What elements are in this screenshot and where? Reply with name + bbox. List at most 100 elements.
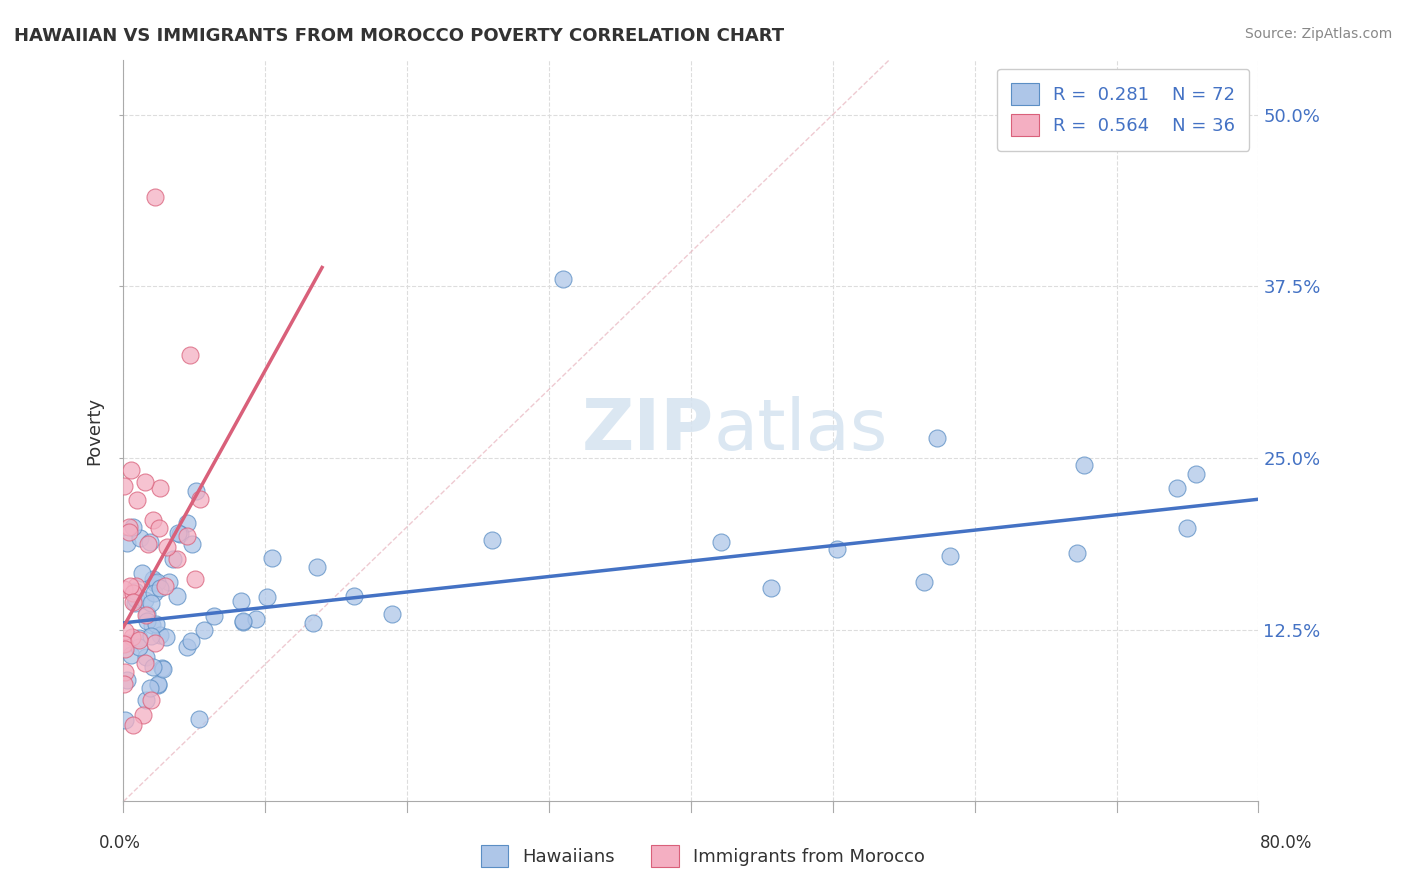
Point (553, 272, 575, 286)
Point (120, 463, 142, 477)
Point (825, 542, 848, 557)
Point (131, 566, 153, 580)
Point (121, 718, 143, 732)
Point (143, 190, 166, 204)
Point (148, 521, 170, 535)
Point (145, 616, 167, 631)
Text: HAWAIIAN VS IMMIGRANTS FROM MOROCCO POVERTY CORRELATION CHART: HAWAIIAN VS IMMIGRANTS FROM MOROCCO POVE… (14, 27, 785, 45)
Point (1185, 467, 1208, 482)
Point (114, 624, 136, 638)
Point (122, 585, 145, 599)
Point (162, 552, 184, 566)
Point (132, 707, 155, 722)
Point (229, 594, 252, 608)
Point (176, 516, 198, 530)
Point (181, 537, 204, 551)
Point (184, 572, 207, 586)
Point (1175, 521, 1198, 535)
Point (118, 578, 141, 592)
Point (145, 636, 167, 650)
Point (149, 481, 172, 495)
Legend: Hawaiians, Immigrants from Morocco: Hawaiians, Immigrants from Morocco (474, 838, 932, 874)
Point (152, 662, 174, 676)
Point (127, 492, 149, 507)
Point (262, 550, 284, 565)
Point (146, 575, 169, 590)
Point (1066, 546, 1088, 560)
Text: ZIP: ZIP (582, 396, 714, 465)
Point (146, 678, 169, 692)
Point (305, 559, 328, 574)
Point (114, 714, 136, 728)
Point (710, 535, 733, 549)
Point (245, 612, 267, 626)
Point (118, 524, 141, 539)
Point (146, 677, 169, 691)
Point (114, 642, 136, 657)
Point (122, 595, 145, 609)
Point (193, 623, 215, 637)
Point (112, 582, 135, 596)
Point (121, 630, 143, 644)
Point (142, 572, 165, 586)
Point (114, 665, 136, 679)
Point (125, 591, 148, 606)
Point (381, 607, 404, 621)
Point (112, 677, 135, 691)
Text: 80.0%: 80.0% (1260, 834, 1313, 852)
Point (157, 574, 180, 589)
Point (118, 519, 141, 533)
Point (115, 536, 138, 550)
Point (231, 614, 253, 628)
Point (1166, 481, 1188, 495)
Point (149, 581, 172, 595)
Point (176, 529, 198, 543)
Point (139, 681, 162, 695)
Point (136, 537, 159, 551)
Point (125, 579, 148, 593)
Point (156, 541, 179, 555)
Point (153, 579, 176, 593)
Point (155, 630, 177, 644)
Text: Source: ZipAtlas.com: Source: ZipAtlas.com (1244, 27, 1392, 41)
Point (143, 575, 166, 590)
Point (142, 513, 165, 527)
Point (202, 609, 225, 624)
Point (128, 640, 150, 654)
Point (135, 607, 157, 622)
Point (187, 713, 209, 727)
Point (136, 607, 159, 622)
Point (938, 549, 960, 564)
Point (139, 596, 162, 610)
Point (481, 533, 503, 547)
Point (135, 614, 157, 628)
Point (124, 584, 146, 599)
Point (302, 616, 325, 631)
Point (166, 551, 188, 566)
Point (115, 673, 138, 688)
Point (149, 628, 172, 642)
Point (343, 590, 366, 604)
Point (150, 660, 173, 674)
Point (180, 633, 202, 648)
Point (166, 589, 188, 603)
Y-axis label: Poverty: Poverty (86, 396, 103, 465)
Point (139, 534, 162, 549)
Point (120, 648, 142, 662)
Point (129, 532, 152, 546)
Text: atlas: atlas (714, 396, 889, 465)
Point (188, 492, 211, 507)
Point (128, 632, 150, 647)
Point (142, 660, 165, 674)
Point (134, 656, 156, 670)
Point (139, 629, 162, 643)
Legend: R =  0.281    N = 72, R =  0.564    N = 36: R = 0.281 N = 72, R = 0.564 N = 36 (997, 69, 1250, 151)
Point (112, 479, 135, 493)
Point (256, 591, 278, 605)
Point (1073, 458, 1095, 473)
Point (134, 593, 156, 607)
Point (128, 631, 150, 645)
Point (184, 483, 207, 498)
Point (112, 637, 135, 651)
Point (912, 575, 935, 590)
